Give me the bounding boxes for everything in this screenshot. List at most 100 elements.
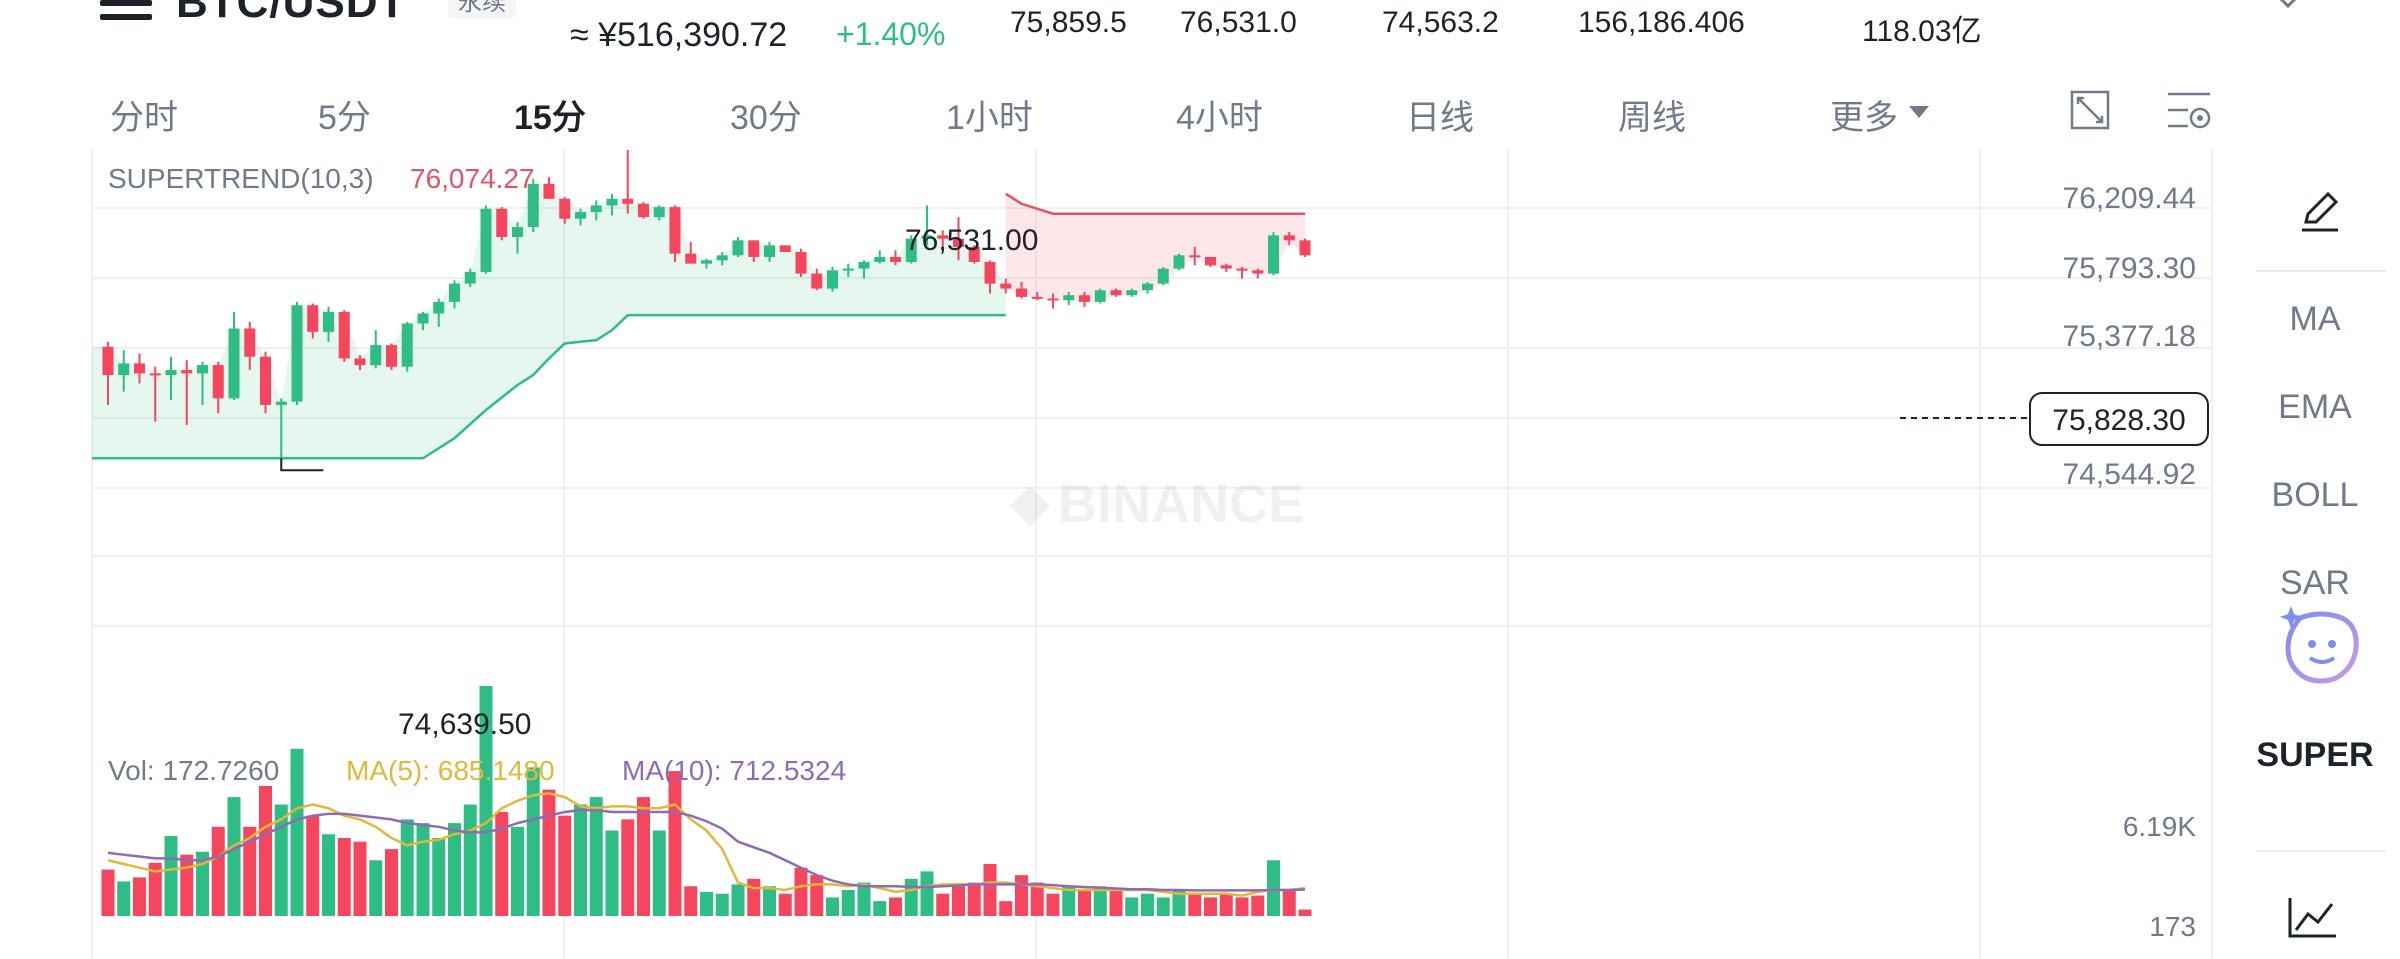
candle-body	[842, 268, 854, 271]
indicator-boll[interactable]: BOLL	[2271, 476, 2359, 514]
contract-type-badge: 永续	[448, 0, 516, 18]
volume-bar	[999, 901, 1013, 916]
tab-15m[interactable]: 15分	[514, 99, 586, 137]
panel-divider	[2256, 270, 2386, 272]
supertrend-up-fill	[92, 183, 1006, 459]
volume-bar	[589, 797, 603, 916]
candle-body	[449, 283, 460, 302]
volume-bar	[605, 830, 619, 916]
caret-down-icon[interactable]	[1909, 106, 1929, 118]
volume-bar	[857, 882, 871, 916]
price-axis-label: 75,377.18	[2063, 320, 2196, 353]
candle-body	[291, 305, 303, 402]
candle-body	[433, 301, 445, 314]
volume-bar	[385, 849, 398, 916]
candle-body	[181, 370, 193, 374]
volume-bar	[1015, 875, 1028, 916]
tab-1h[interactable]: 1小时	[946, 99, 1033, 137]
menu-icon[interactable]	[100, 0, 152, 30]
panel-divider	[2256, 850, 2386, 852]
candle-body	[905, 238, 917, 262]
candle-body	[1205, 256, 1216, 266]
close-icon[interactable]	[2268, 0, 2308, 20]
candle-body	[165, 370, 177, 376]
tab-timeshare[interactable]: 分时	[110, 99, 178, 137]
candle-body	[1142, 283, 1153, 291]
candle-body	[701, 260, 712, 264]
candle-body	[1173, 255, 1185, 269]
candle-body	[1031, 296, 1043, 299]
ai-assistant-icon[interactable]	[2276, 604, 2366, 688]
draw-tool-icon[interactable]	[2296, 186, 2344, 234]
volume-bar	[637, 797, 650, 916]
candle-body	[1079, 295, 1090, 302]
indicator-sar[interactable]: SAR	[2280, 564, 2350, 602]
candle-body	[795, 251, 807, 274]
candlestick-chart[interactable]: BINANCE SUPERTREND(10,3) 76,074.27 76,62…	[0, 150, 2220, 959]
candle-body	[228, 328, 240, 399]
indicator-super[interactable]: SUPER	[2256, 736, 2374, 774]
cny-price: ≈ ¥516,390.72	[570, 16, 788, 54]
volume-bar	[1251, 895, 1265, 916]
volume-bar	[1093, 886, 1107, 916]
candle-body	[1000, 283, 1012, 289]
volume-bar	[164, 836, 178, 916]
candle-body	[480, 208, 492, 272]
volume-bar	[495, 811, 509, 916]
candle-body	[338, 311, 350, 359]
candle-body	[118, 363, 130, 376]
expand-icon[interactable]	[2070, 90, 2110, 130]
candle-body	[606, 198, 618, 206]
line-chart-icon[interactable]	[2286, 896, 2338, 940]
tab-daily[interactable]: 日线	[1406, 99, 1474, 137]
volume-bar	[542, 789, 556, 916]
volume-bar	[400, 819, 414, 916]
tab-more[interactable]: 更多	[1830, 99, 1898, 137]
volume-bar	[1141, 893, 1154, 916]
tab-weekly[interactable]: 周线	[1618, 99, 1686, 137]
volume-bar	[1298, 909, 1312, 916]
tab-30m[interactable]: 30分	[730, 99, 802, 137]
volume-bar	[1125, 897, 1139, 916]
supertrend-up-line	[92, 313, 1006, 460]
volume-bar	[369, 860, 383, 916]
volume-bar	[526, 767, 540, 916]
volume-bar	[1062, 886, 1076, 916]
volume-bar	[810, 875, 824, 916]
candle-body	[1268, 235, 1279, 274]
volume-bar	[1156, 897, 1170, 916]
candle-body	[512, 227, 523, 238]
candle-body	[874, 256, 886, 262]
tab-5m[interactable]: 5分	[318, 99, 371, 137]
volume-bar	[432, 837, 446, 916]
indicator-ema[interactable]: EMA	[2278, 388, 2352, 426]
candle-body	[1047, 298, 1059, 301]
volume-bar	[337, 837, 351, 916]
volume-bar	[778, 893, 792, 916]
candle-body	[401, 323, 413, 367]
volume-bar	[731, 884, 745, 916]
volume-bar	[227, 797, 241, 916]
volume-bar	[479, 686, 493, 916]
candle-body	[1126, 290, 1138, 296]
volume-bar	[148, 862, 162, 916]
volume-bar	[1046, 893, 1060, 916]
candle-body	[953, 238, 964, 247]
candle-body	[1236, 268, 1248, 271]
volume-bar	[904, 878, 918, 916]
volume-bar	[1267, 860, 1280, 916]
candle-body	[496, 208, 508, 238]
volume-bar	[322, 834, 335, 916]
tab-4h[interactable]: 4小时	[1176, 99, 1263, 137]
supertrend-down-fill	[1005, 193, 1305, 302]
candle-body	[732, 240, 744, 256]
volume-bar	[1219, 893, 1233, 916]
volume-bar	[180, 854, 194, 916]
volume-bar	[841, 889, 855, 916]
price-change-percent: +1.40%	[836, 16, 946, 52]
price-axis-label: 74,544.92	[2063, 458, 2196, 491]
indicator-ma[interactable]: MA	[2289, 300, 2341, 338]
chart-settings-icon[interactable]	[2166, 90, 2212, 130]
indicator-name: SUPERTREND(10,3)	[108, 163, 374, 194]
trading-pair-title[interactable]: BTC/USDT	[176, 0, 407, 27]
